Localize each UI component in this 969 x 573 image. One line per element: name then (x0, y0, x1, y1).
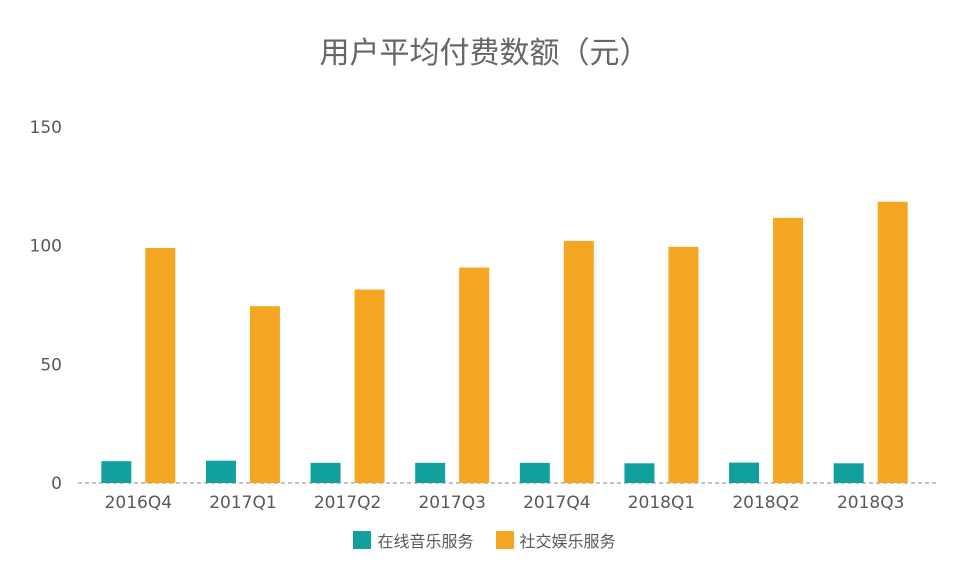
legend-label-social: 社交娱乐服务 (519, 532, 616, 551)
bar-music[interactable] (519, 462, 550, 483)
x-tick-label: 2017Q3 (418, 493, 485, 513)
bar-social[interactable] (145, 248, 176, 483)
bar-social[interactable] (668, 246, 699, 483)
bar-social[interactable] (354, 289, 385, 483)
legend-label-music: 在线音乐服务 (377, 532, 474, 551)
legend-swatch-music (353, 531, 372, 549)
x-tick-label: 2017Q2 (314, 493, 381, 513)
y-tick-label: 0 (51, 474, 62, 494)
bar-social[interactable] (773, 217, 804, 483)
bar-social[interactable] (877, 201, 908, 483)
legend-item-music[interactable]: 在线音乐服务 (353, 528, 474, 552)
bar-social[interactable] (249, 306, 280, 483)
y-tick-label: 150 (30, 118, 62, 138)
x-tick-label: 2018Q3 (837, 493, 904, 513)
bar-music[interactable] (205, 460, 236, 483)
bar-music[interactable] (415, 462, 446, 483)
bar-social[interactable] (563, 240, 594, 483)
bar-music[interactable] (624, 463, 655, 483)
legend-item-social[interactable]: 社交娱乐服务 (495, 528, 616, 552)
bar-music[interactable] (310, 462, 341, 483)
x-tick-label: 2016Q4 (105, 493, 172, 513)
legend: 在线音乐服务 社交娱乐服务 (0, 528, 969, 552)
bar-music[interactable] (101, 461, 132, 483)
bar-music[interactable] (833, 463, 864, 483)
x-tick-label: 2018Q1 (628, 493, 695, 513)
bar-social[interactable] (459, 267, 490, 483)
x-tick-label: 2017Q1 (209, 493, 276, 513)
bar-music[interactable] (729, 462, 760, 483)
x-tick-label: 2017Q4 (523, 493, 590, 513)
chart-title: 用户平均付费数额（元） (319, 36, 650, 71)
legend-swatch-social (495, 531, 514, 549)
y-tick-label: 100 (30, 237, 62, 257)
x-tick-label: 2018Q2 (732, 493, 799, 513)
y-tick-label: 50 (40, 355, 62, 375)
